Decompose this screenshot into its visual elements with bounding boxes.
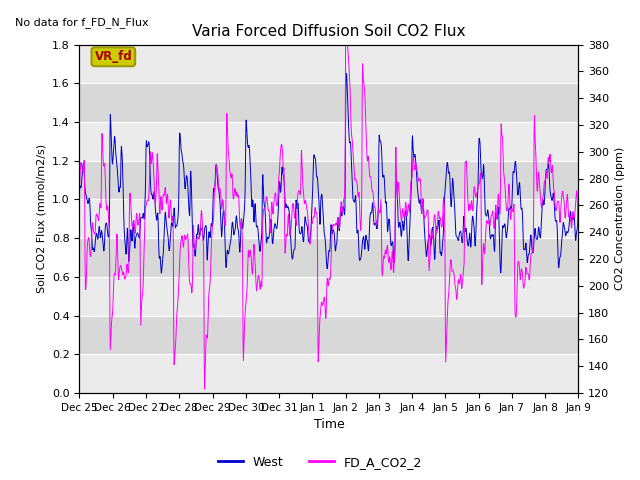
Bar: [79, 354, 579, 393]
Bar: [79, 84, 579, 122]
Y-axis label: CO2 Concentration (ppm): CO2 Concentration (ppm): [615, 147, 625, 290]
X-axis label: Time: Time: [314, 419, 344, 432]
Legend: West, FD_A_CO2_2: West, FD_A_CO2_2: [213, 451, 427, 474]
Text: VR_fd: VR_fd: [95, 50, 132, 63]
Bar: [79, 122, 579, 161]
Text: No data for f_FD_N_Flux: No data for f_FD_N_Flux: [15, 17, 148, 27]
Title: Varia Forced Diffusion Soil CO2 Flux: Varia Forced Diffusion Soil CO2 Flux: [192, 24, 466, 39]
Bar: [79, 161, 579, 200]
Y-axis label: Soil CO2 Flux (mmol/m2/s): Soil CO2 Flux (mmol/m2/s): [36, 144, 47, 293]
Bar: [79, 316, 579, 354]
Bar: [79, 238, 579, 277]
Bar: [79, 200, 579, 238]
Bar: [79, 277, 579, 316]
Bar: [79, 45, 579, 84]
